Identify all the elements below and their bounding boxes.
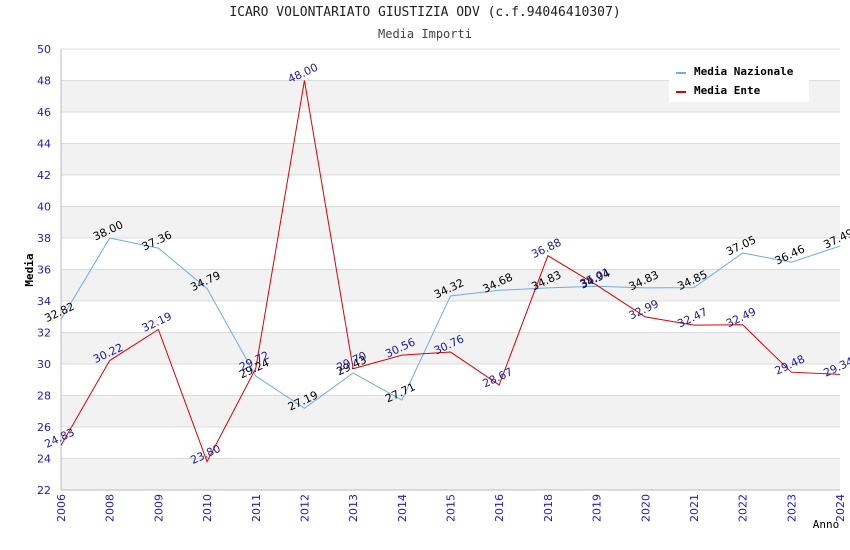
x-tick-label: 2006 [55, 494, 68, 522]
y-tick-label: 24 [37, 453, 51, 466]
x-tick-label: 2012 [298, 494, 311, 522]
x-tick-label: 2024 [834, 494, 847, 522]
x-tick-label: 2015 [445, 494, 458, 522]
legend-box [669, 60, 809, 102]
x-axis-label: Anno [813, 518, 840, 531]
series-line-media-nazionale [60, 237, 841, 409]
x-tick-label: 2013 [347, 494, 360, 522]
y-tick-label: 26 [37, 421, 51, 434]
y-tick-label: 50 [37, 43, 51, 56]
y-tick-label: 40 [37, 201, 51, 214]
grid-band [61, 238, 840, 270]
y-tick-label: 34 [37, 295, 51, 308]
grid-band [61, 364, 840, 396]
y-tick-label: 38 [37, 232, 51, 245]
x-tick-label: 2023 [785, 494, 798, 522]
grid-band [61, 206, 840, 238]
grid-band [61, 112, 840, 144]
x-tick-label: 2021 [688, 494, 701, 522]
x-tick-label: 2019 [591, 494, 604, 522]
grid-band [61, 175, 840, 207]
y-tick-label: 42 [37, 169, 51, 182]
x-tick-label: 2008 [104, 494, 117, 522]
x-tick-label: 2014 [396, 494, 409, 522]
legend-label: Media Nazionale [694, 65, 794, 78]
grid-band [61, 458, 840, 490]
grid-band [61, 427, 840, 459]
legend-label: Media Ente [694, 84, 761, 97]
legend: Media Nazionale Media Ente [669, 60, 809, 102]
x-tick-label: 2010 [201, 494, 214, 522]
x-tick-label: 2016 [493, 494, 506, 522]
x-tick-label: 2018 [542, 494, 555, 522]
chart-subtitle: Media Importi [378, 27, 472, 41]
y-tick-label: 22 [37, 484, 51, 497]
grid-band [61, 395, 840, 427]
y-tick-label: 48 [37, 75, 51, 88]
x-tick-label: 2022 [737, 494, 750, 522]
y-tick-label: 36 [37, 264, 51, 277]
chart-title: ICARO VOLONTARIATO GIUSTIZIA ODV (c.f.94… [229, 5, 621, 20]
grid-band [61, 332, 840, 364]
y-tick-label: 28 [37, 390, 51, 403]
y-tick-label: 44 [37, 138, 51, 151]
y-tick-label: 46 [37, 106, 51, 119]
grid-band [61, 143, 840, 175]
y-tick-label: 30 [37, 358, 51, 371]
x-tick-label: 2011 [250, 494, 263, 522]
grid-band [61, 301, 840, 333]
x-tick-label: 2009 [152, 494, 165, 522]
y-axis-label: Media [23, 253, 36, 286]
series-line-media-ente [60, 80, 841, 463]
y-tick-label: 32 [37, 327, 51, 340]
x-tick-label: 2020 [639, 494, 652, 522]
